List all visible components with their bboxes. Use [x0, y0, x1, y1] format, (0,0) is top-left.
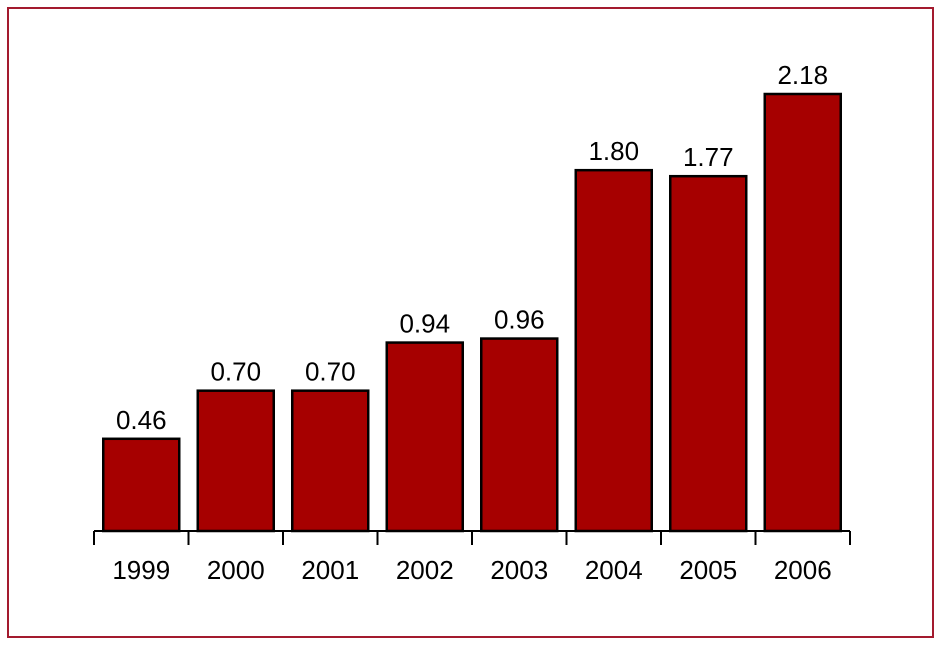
x-axis: 1999 2000 2001 2002 2003 2004 2005 2006: [93, 530, 851, 585]
bar-2005: [669, 174, 748, 533]
bar-2003: [480, 337, 559, 533]
x-tick-label-2000: 2000: [207, 555, 265, 585]
x-tick-label-2006: 2006: [774, 555, 832, 585]
x-tick-label-2004: 2004: [585, 555, 643, 585]
value-label-2004: 1.80: [588, 136, 639, 166]
bar-2002: [385, 341, 464, 533]
x-tick-label-2005: 2005: [679, 555, 737, 585]
value-label-1999: 0.46: [116, 405, 167, 435]
value-label-2005: 1.77: [683, 142, 734, 172]
x-tick-label-2003: 2003: [490, 555, 548, 585]
value-label-2000: 0.70: [210, 357, 261, 387]
value-label-2003: 0.96: [494, 305, 545, 335]
value-label-2001: 0.70: [305, 357, 356, 387]
bar-2001: [291, 389, 370, 533]
value-labels-layer: 0.46 0.70 0.70 0.94 0.96 1.80 1.77 2.18: [116, 60, 828, 435]
bar-1999: [102, 437, 181, 533]
x-tick-label-2001: 2001: [301, 555, 359, 585]
bar-2000: [196, 389, 275, 533]
bar-2004: [574, 168, 653, 533]
x-tick-label-2002: 2002: [396, 555, 454, 585]
value-label-2006: 2.18: [777, 60, 828, 90]
x-tick-label-1999: 1999: [112, 555, 170, 585]
bars-layer: [102, 92, 842, 533]
bar-2006: [763, 92, 842, 533]
value-label-2002: 0.94: [399, 309, 450, 339]
